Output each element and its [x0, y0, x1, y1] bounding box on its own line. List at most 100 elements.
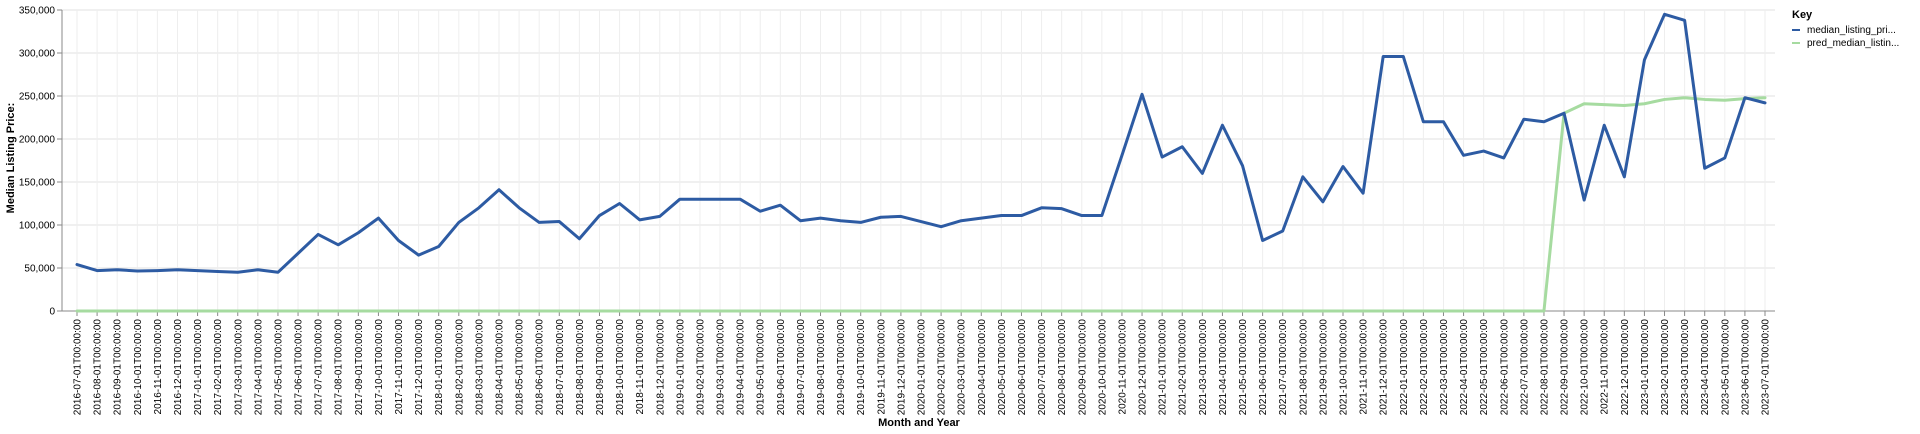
x-tick-label: 2020-12-01T00:00:00: [1138, 319, 1149, 416]
x-tick-label: 2021-04-01T00:00:00: [1218, 319, 1229, 416]
x-tick-label: 2020-06-01T00:00:00: [1017, 319, 1028, 416]
x-tick-label: 2020-02-01T00:00:00: [937, 319, 948, 416]
gridlines: [62, 9, 1775, 312]
x-tick-label: 2021-01-01T00:00:00: [1158, 319, 1169, 416]
x-tick-label: 2017-12-01T00:00:00: [414, 319, 425, 416]
x-tick-label: 2022-09-01T00:00:00: [1560, 319, 1571, 416]
x-tick-label: 2023-03-01T00:00:00: [1680, 319, 1691, 416]
x-tick-label: 2023-02-01T00:00:00: [1660, 319, 1671, 416]
x-tick-label: 2019-01-01T00:00:00: [675, 319, 686, 416]
y-axis-title: Median Listing Price:: [5, 103, 17, 214]
x-tick-label: 2018-12-01T00:00:00: [655, 319, 666, 416]
series-layer: [75, 12, 1767, 313]
x-tick-label: 2017-02-01T00:00:00: [213, 319, 224, 416]
x-tick-label: 2016-10-01T00:00:00: [133, 319, 144, 416]
x-tick-label: 2017-05-01T00:00:00: [273, 319, 284, 416]
x-tick-label: 2023-04-01T00:00:00: [1700, 319, 1711, 416]
x-tick-label: 2018-02-01T00:00:00: [454, 319, 465, 416]
x-tick-label: 2019-08-01T00:00:00: [816, 319, 827, 416]
y-tick-label: 300,000: [19, 49, 56, 60]
y-tick-label: 250,000: [19, 92, 56, 103]
x-tick-label: 2017-08-01T00:00:00: [334, 319, 345, 416]
x-tick-label: 2022-03-01T00:00:00: [1439, 319, 1450, 416]
x-tick-label: 2023-06-01T00:00:00: [1740, 319, 1751, 416]
x-tick-label: 2017-03-01T00:00:00: [233, 319, 244, 416]
x-tick-label: 2018-03-01T00:00:00: [474, 319, 485, 416]
x-tick-label: 2023-07-01T00:00:00: [1761, 319, 1772, 416]
x-tick-label: 2016-11-01T00:00:00: [153, 319, 164, 415]
y-tick-label: 100,000: [19, 221, 56, 232]
x-tick-label: 2019-12-01T00:00:00: [896, 319, 907, 416]
x-tick-label: 2019-11-01T00:00:00: [876, 319, 887, 415]
x-tick-label: 2017-01-01T00:00:00: [193, 319, 204, 416]
x-tick-label: 2022-12-01T00:00:00: [1620, 319, 1631, 416]
x-tick-label: 2018-05-01T00:00:00: [515, 319, 526, 416]
x-tick-label: 2017-11-01T00:00:00: [394, 319, 405, 415]
x-tick-label: 2016-07-01T00:00:00: [73, 319, 84, 416]
x-tick-label: 2019-04-01T00:00:00: [736, 319, 747, 416]
x-tick-label: 2022-08-01T00:00:00: [1539, 319, 1550, 416]
x-axis-title: Month and Year: [878, 417, 960, 429]
series-line-1: [75, 12, 1767, 274]
x-tick-label: 2016-09-01T00:00:00: [113, 319, 124, 416]
x-tick-label: 2017-07-01T00:00:00: [314, 319, 325, 416]
x-tick-label: 2017-10-01T00:00:00: [374, 319, 385, 416]
x-tick-label: 2016-12-01T00:00:00: [173, 319, 184, 416]
x-tick-label: 2022-11-01T00:00:00: [1600, 319, 1611, 415]
x-axis: 2016-07-01T00:00:00 2016-08-01T00:00:00 20…: [62, 310, 1775, 416]
x-tick-label: 2022-04-01T00:00:00: [1459, 319, 1470, 416]
x-tick-label: 2020-09-01T00:00:00: [1077, 319, 1088, 416]
y-tick-label: 350,000: [19, 6, 56, 17]
x-tick-label: 2019-02-01T00:00:00: [695, 319, 706, 416]
x-tick-label: 2020-01-01T00:00:00: [917, 319, 928, 416]
x-tick-label: 2020-03-01T00:00:00: [957, 319, 968, 416]
x-tick-label: 2021-05-01T00:00:00: [1238, 319, 1249, 416]
legend-title: Key: [1792, 9, 1813, 21]
x-tick-label: 2020-10-01T00:00:00: [1097, 319, 1108, 416]
x-tick-label: 2018-01-01T00:00:00: [434, 319, 445, 416]
x-tick-label: 2018-10-01T00:00:00: [615, 319, 626, 416]
x-tick-label: 2019-05-01T00:00:00: [756, 319, 767, 416]
series-line-2: [75, 96, 1767, 313]
x-tick-label: 2018-09-01T00:00:00: [595, 319, 606, 416]
x-tick-label: 2017-06-01T00:00:00: [294, 319, 305, 416]
x-tick-label: 2022-02-01T00:00:00: [1419, 319, 1430, 416]
x-tick-label: 2020-11-01T00:00:00: [1117, 319, 1128, 415]
x-tick-label: 2021-11-01T00:00:00: [1359, 319, 1370, 415]
x-tick-label: 2023-05-01T00:00:00: [1720, 319, 1731, 416]
y-tick-label: 150,000: [19, 178, 56, 189]
x-tick-label: 2023-01-01T00:00:00: [1640, 319, 1651, 416]
x-tick-label: 2019-07-01T00:00:00: [796, 319, 807, 416]
x-tick-label: 2018-11-01T00:00:00: [635, 319, 646, 415]
x-tick-label: 2018-06-01T00:00:00: [535, 319, 546, 416]
x-tick-label: 2018-04-01T00:00:00: [495, 319, 506, 416]
x-tick-label: 2021-03-01T00:00:00: [1198, 319, 1209, 416]
x-tick-label: 2020-04-01T00:00:00: [977, 319, 988, 416]
x-tick-label: 2019-03-01T00:00:00: [716, 319, 727, 416]
legend-label-1: median_listing_pri...: [1807, 25, 1896, 36]
x-tick-label: 2022-06-01T00:00:00: [1499, 319, 1510, 416]
x-tick-label: 2020-07-01T00:00:00: [1037, 319, 1048, 416]
x-tick-label: 2021-06-01T00:00:00: [1258, 319, 1269, 416]
x-tick-label: 2018-08-01T00:00:00: [575, 319, 586, 416]
x-tick-label: 2020-05-01T00:00:00: [997, 319, 1008, 416]
x-tick-label: 2021-08-01T00:00:00: [1298, 319, 1309, 416]
y-axis: 0 50,000 100,000 150,000 200,000 250,000 300,0…: [19, 6, 63, 318]
x-tick-label: 2018-07-01T00:00:00: [555, 319, 566, 416]
x-tick-label: 2022-01-01T00:00:00: [1399, 319, 1410, 416]
x-tick-label: 2021-07-01T00:00:00: [1278, 319, 1289, 416]
y-tick-label: 200,000: [19, 135, 56, 146]
legend-label-2: pred_median_listin...: [1807, 38, 1899, 49]
x-tick-label: 2020-08-01T00:00:00: [1057, 319, 1068, 416]
x-tick-label: 2016-08-01T00:00:00: [93, 319, 104, 416]
x-tick-label: 2021-09-01T00:00:00: [1318, 319, 1329, 416]
x-tick-label: 2021-12-01T00:00:00: [1379, 319, 1390, 416]
y-tick-label: 50,000: [24, 264, 55, 275]
x-tick-label: 2017-04-01T00:00:00: [253, 319, 264, 416]
y-tick-label: 0: [49, 307, 55, 318]
x-tick-label: 2022-07-01T00:00:00: [1519, 319, 1530, 416]
x-tick-label: 2019-10-01T00:00:00: [856, 319, 867, 416]
x-tick-label: 2021-02-01T00:00:00: [1178, 319, 1189, 416]
x-tick-label: 2022-05-01T00:00:00: [1479, 319, 1490, 416]
